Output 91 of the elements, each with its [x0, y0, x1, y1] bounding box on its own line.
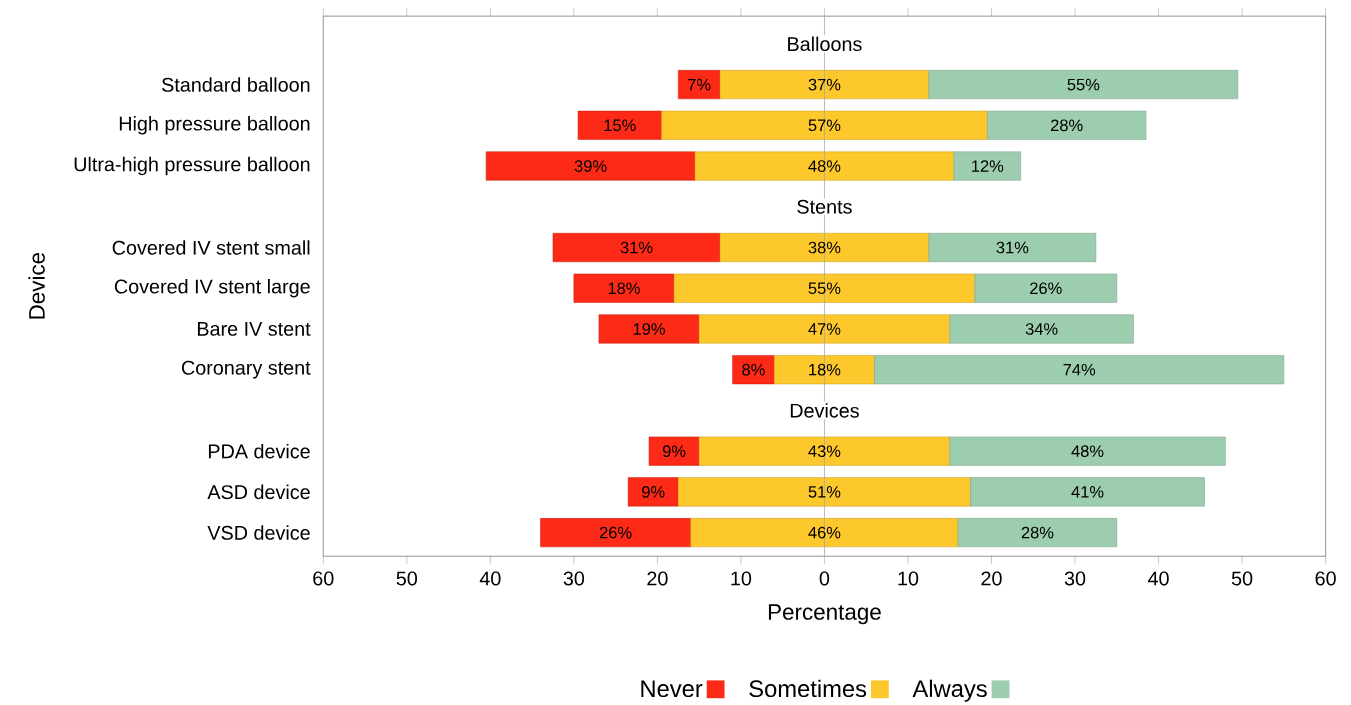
- annotation: 12%: [972, 160, 1004, 172]
- bar: [928, 69, 1239, 99]
- y-tick-label: Standard balloon: [162, 77, 310, 92]
- annotation: 47%: [808, 323, 841, 335]
- bar: [719, 69, 930, 99]
- bar: [774, 355, 875, 385]
- y-tick-label: PDA device: [208, 443, 310, 459]
- annotation: 18%: [608, 282, 640, 294]
- annotation: 31%: [620, 241, 653, 254]
- annotation: Balloons: [788, 36, 862, 51]
- bar: [573, 273, 675, 303]
- y-axis-title: Device: [28, 252, 45, 319]
- annotation: 15%: [604, 119, 636, 131]
- legend-label: Always: [912, 679, 987, 702]
- bar: [732, 355, 775, 385]
- annotation: 9%: [662, 445, 686, 457]
- y-tick-label: Covered IV stent large: [114, 278, 310, 298]
- annotation: 51%: [808, 485, 841, 498]
- y-tick-label: VSD device: [207, 525, 310, 540]
- annotation: 57%: [808, 119, 841, 131]
- x-axis-title: Percentage: [768, 604, 881, 625]
- annotation: 31%: [996, 241, 1029, 254]
- y-tick-label: Covered IV stent small: [112, 240, 310, 255]
- annotation: 43%: [808, 445, 841, 457]
- bar: [719, 232, 930, 262]
- bar: [577, 110, 662, 140]
- bar: [949, 314, 1134, 344]
- annotation: 37%: [808, 78, 841, 91]
- bar: [552, 232, 721, 262]
- y-tick-label: Coronary stent: [181, 360, 311, 379]
- annotation: 74%: [1063, 363, 1096, 376]
- bar: [874, 355, 1285, 385]
- bar: [678, 477, 971, 507]
- annotation: Devices: [790, 403, 859, 418]
- bar: [598, 314, 700, 344]
- annotation: 39%: [574, 160, 607, 172]
- annotation: 28%: [1051, 119, 1083, 132]
- annotation: 48%: [1071, 445, 1104, 457]
- bar: [957, 517, 1118, 548]
- bar: [678, 69, 721, 99]
- bar: [928, 232, 1097, 262]
- annotation: 46%: [808, 526, 841, 539]
- bar: [974, 273, 1118, 303]
- annotation: 55%: [808, 282, 841, 294]
- x-tick-label: 60: [1315, 571, 1336, 586]
- bar: [627, 477, 679, 507]
- x-tick-label: 10: [731, 571, 752, 586]
- x-tick-label: 30: [1064, 571, 1086, 586]
- annotation: 7%: [688, 78, 711, 91]
- annotation: 41%: [1071, 485, 1104, 498]
- annotation: 8%: [742, 363, 765, 376]
- bar: [648, 436, 700, 466]
- bar: [485, 151, 696, 181]
- x-tick-label: 40: [1148, 571, 1169, 586]
- legend-label: Never: [641, 680, 703, 697]
- x-tick-label: 20: [647, 571, 668, 586]
- bar: [698, 314, 951, 344]
- bar: [698, 436, 951, 466]
- y-tick-label: High pressure balloon: [119, 115, 310, 135]
- annotation: 26%: [599, 526, 632, 539]
- x-tick-label: 60: [313, 571, 334, 586]
- annotation: 18%: [809, 363, 841, 376]
- bar: [694, 151, 955, 181]
- x-tick-label: 10: [898, 571, 919, 586]
- bar: [987, 110, 1147, 140]
- y-tick-label: Bare IV stent: [197, 321, 311, 336]
- bar: [970, 477, 1205, 507]
- bar: [949, 436, 1226, 466]
- bar: [661, 110, 988, 140]
- x-tick-label: 50: [396, 571, 418, 586]
- annotation: 26%: [1030, 282, 1062, 294]
- annotation: 48%: [808, 160, 841, 172]
- annotation: 34%: [1025, 323, 1058, 335]
- annotation: Stents: [797, 199, 852, 214]
- bar: [673, 273, 976, 303]
- annotation: 55%: [1067, 78, 1100, 91]
- annotation: 9%: [642, 485, 665, 498]
- y-tick-label: Ultra-high pressure balloon: [74, 156, 310, 176]
- x-tick-label: 30: [563, 571, 585, 586]
- x-tick-label: 50: [1231, 571, 1253, 586]
- bar: [540, 517, 692, 548]
- annotation: 19%: [633, 323, 665, 335]
- legend-label: Sometimes: [749, 679, 867, 697]
- bar: [690, 517, 959, 548]
- y-tick-label: ASD device: [207, 484, 310, 500]
- x-tick-label: 40: [479, 571, 501, 586]
- annotation: 38%: [808, 241, 841, 254]
- x-tick-label: 20: [981, 571, 1002, 586]
- x-tick-label: 0: [819, 571, 830, 586]
- annotation: 28%: [1021, 526, 1054, 539]
- bar: [953, 151, 1021, 181]
